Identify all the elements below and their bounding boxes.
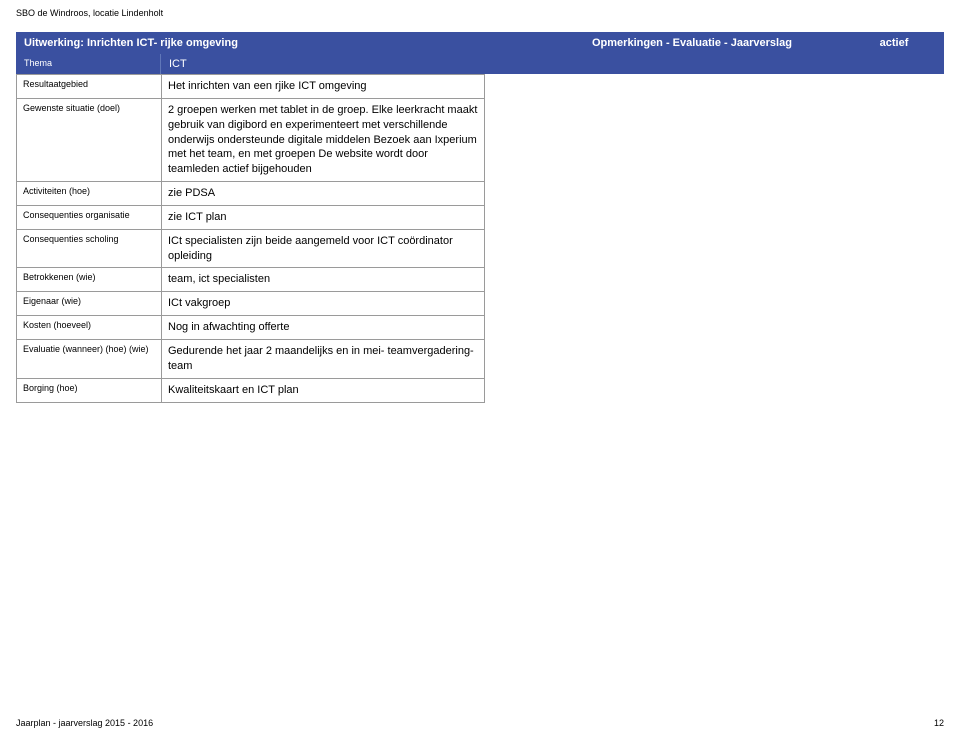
row-value: Gedurende het jaar 2 maandelijks en in m… xyxy=(162,339,485,378)
title-band-right: actief xyxy=(844,32,944,54)
row-value: ICt specialisten zijn beide aangemeld vo… xyxy=(162,229,485,268)
table-row: Betrokkenen (wie)team, ict specialisten xyxy=(17,268,485,292)
table-row: Eigenaar (wie)ICt vakgroep xyxy=(17,292,485,316)
table-row: Consequenties scholingICt specialisten z… xyxy=(17,229,485,268)
row-value: ICt vakgroep xyxy=(162,292,485,316)
thema-spacer-right xyxy=(844,54,944,74)
row-value: team, ict specialisten xyxy=(162,268,485,292)
title-band-mid: Opmerkingen - Evaluatie - Jaarverslag xyxy=(584,32,844,54)
row-label: Activiteiten (hoe) xyxy=(17,182,162,206)
table-row: ResultaatgebiedHet inrichten van een rji… xyxy=(17,75,485,99)
row-label: Borging (hoe) xyxy=(17,378,162,402)
row-value: zie PDSA xyxy=(162,182,485,206)
table-row: Activiteiten (hoe)zie PDSA xyxy=(17,182,485,206)
row-label: Evaluatie (wanneer) (hoe) (wie) xyxy=(17,339,162,378)
thema-value: ICT xyxy=(161,54,584,74)
row-value: Kwaliteitskaart en ICT plan xyxy=(162,378,485,402)
title-band: Uitwerking: Inrichten ICT- rijke omgevin… xyxy=(16,32,944,54)
row-label: Kosten (hoeveel) xyxy=(17,316,162,340)
thema-spacer-mid xyxy=(584,54,844,74)
thema-label: Thema xyxy=(16,54,161,74)
row-value: Het inrichten van een rjike ICT omgeving xyxy=(162,75,485,99)
footer-left: Jaarplan - jaarverslag 2015 - 2016 xyxy=(16,718,153,728)
row-label: Gewenste situatie (doel) xyxy=(17,98,162,181)
details-table: ResultaatgebiedHet inrichten van een rji… xyxy=(16,74,485,403)
row-value: 2 groepen werken met tablet in de groep.… xyxy=(162,98,485,181)
row-value: Nog in afwachting offerte xyxy=(162,316,485,340)
table-row: Kosten (hoeveel)Nog in afwachting offert… xyxy=(17,316,485,340)
row-label: Resultaatgebied xyxy=(17,75,162,99)
table-row: Borging (hoe)Kwaliteitskaart en ICT plan xyxy=(17,378,485,402)
thema-band: Thema ICT xyxy=(16,54,944,74)
row-value: zie ICT plan xyxy=(162,205,485,229)
row-label: Consequenties scholing xyxy=(17,229,162,268)
table-row: Consequenties organisatiezie ICT plan xyxy=(17,205,485,229)
footer-page-number: 12 xyxy=(934,718,944,728)
title-band-left: Uitwerking: Inrichten ICT- rijke omgevin… xyxy=(16,32,584,54)
row-label: Betrokkenen (wie) xyxy=(17,268,162,292)
row-label: Consequenties organisatie xyxy=(17,205,162,229)
table-row: Evaluatie (wanneer) (hoe) (wie)Gedurende… xyxy=(17,339,485,378)
page-footer: Jaarplan - jaarverslag 2015 - 2016 12 xyxy=(16,718,944,728)
table-row: Gewenste situatie (doel)2 groepen werken… xyxy=(17,98,485,181)
row-label: Eigenaar (wie) xyxy=(17,292,162,316)
document-header: SBO de Windroos, locatie Lindenholt xyxy=(16,8,944,18)
